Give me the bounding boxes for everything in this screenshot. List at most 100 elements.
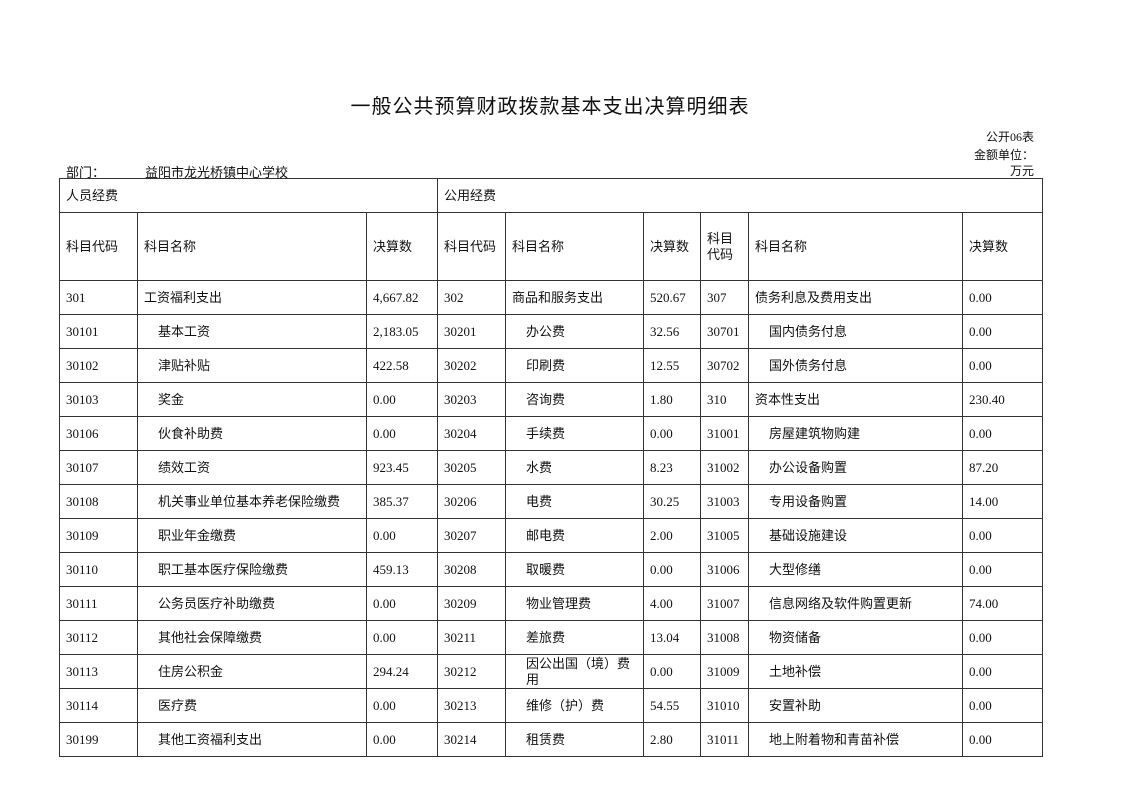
cell-amount: 87.20 [961,450,1044,485]
cell-name: 物业管理费 [505,586,644,621]
cell-code: 31010 [700,688,749,723]
cell-code: 31009 [700,654,749,689]
table-row: 30112 其他社会保障缴费 0.00 30211 差旅费 13.04 31008 物资储备 0… [59,620,1044,655]
cell-code: 30211 [437,620,506,655]
column-header: 科目名称 [505,212,644,281]
cell-amount: 8.23 [643,450,701,485]
cell-code: 31002 [700,450,749,485]
cell-amount: 32.56 [643,314,701,349]
cell-code: 30702 [700,348,749,383]
table-row: 30110 职工基本医疗保险缴费 459.13 30208 取暖费 0.00 31006 大型… [59,552,1044,587]
cell-name: 伙食补助费 [137,416,367,451]
table-row: 30199 其他工资福利支出 0.00 30214 租赁费 2.80 31011 地上附着物和… [59,722,1044,757]
form-number: 公开06表 [985,130,1034,144]
cell-name: 公务员医疗补助缴费 [137,586,367,621]
cell-code: 30109 [59,518,138,553]
cell-name: 因公出国（境）费用 [505,654,644,689]
column-header: 科目名称 [137,212,367,281]
cell-name: 取暖费 [505,552,644,587]
column-header: 科目名称 [748,212,963,281]
cell-code: 31011 [700,722,749,757]
cell-amount: 54.55 [643,688,701,723]
cell-name: 基础设施建设 [748,518,963,553]
column-header: 决算数 [643,212,701,281]
cell-name: 咨询费 [505,382,644,417]
unit-value: 万元 [1009,164,1034,178]
cell-name: 地上附着物和青苗补偿 [748,722,963,757]
cell-amount: 2.00 [643,518,701,553]
cell-name: 奖金 [137,382,367,417]
cell-amount: 0.00 [961,314,1044,349]
cell-name: 国内债务付息 [748,314,963,349]
unit-label: 金额单位： [973,148,1034,162]
table-row: 30108 机关事业单位基本养老保险缴费 385.37 30206 电费 30.25 310… [59,484,1044,519]
cell-code: 302 [437,280,506,315]
cell-code: 31001 [700,416,749,451]
cell-amount: 520.67 [643,280,701,315]
cell-amount: 0.00 [643,654,701,689]
column-header: 科目代码 [59,212,138,281]
cell-code: 30209 [437,586,506,621]
cell-amount: 14.00 [961,484,1044,519]
cell-code: 30112 [59,620,138,655]
cell-name: 专用设备购置 [748,484,963,519]
table-row: 30111 公务员医疗补助缴费 0.00 30209 物业管理费 4.00 31007 信息网… [59,586,1044,621]
cell-amount: 0.00 [961,280,1044,315]
cell-name: 工资福利支出 [137,280,367,315]
cell-code: 310 [700,382,749,417]
cell-amount: 0.00 [961,722,1044,757]
cell-name: 住房公积金 [137,654,367,689]
cell-amount: 4,667.82 [366,280,438,315]
cell-amount: 0.00 [961,552,1044,587]
cell-amount: 13.04 [643,620,701,655]
cell-amount: 0.00 [366,688,438,723]
cell-code: 30201 [437,314,506,349]
cell-name: 房屋建筑物购建 [748,416,963,451]
page-title: 一般公共预算财政拨款基本支出决算明细表 [350,96,750,118]
cell-amount: 0.00 [366,518,438,553]
cell-code: 30701 [700,314,749,349]
cell-name: 基本工资 [137,314,367,349]
section-personnel: 人员经费 [59,178,438,213]
cell-amount: 0.00 [643,416,701,451]
cell-code: 30206 [437,484,506,519]
cell-name: 职工基本医疗保险缴费 [137,552,367,587]
cell-amount: 385.37 [366,484,438,519]
cell-name: 电费 [505,484,644,519]
cell-code: 30101 [59,314,138,349]
cell-amount: 12.55 [643,348,701,383]
cell-amount: 0.00 [366,586,438,621]
cell-name: 手续费 [505,416,644,451]
cell-name: 绩效工资 [137,450,367,485]
cell-name: 租赁费 [505,722,644,757]
cell-code: 30213 [437,688,506,723]
cell-code: 31008 [700,620,749,655]
table-row: 301 工资福利支出 4,667.82 302 商品和服务支出 520.67 307 债务利息… [59,280,1044,315]
cell-code: 30203 [437,382,506,417]
cell-code: 30202 [437,348,506,383]
cell-code: 30214 [437,722,506,757]
column-header: 决算数 [366,212,438,281]
cell-amount: 0.00 [366,620,438,655]
cell-amount: 923.45 [366,450,438,485]
cell-amount: 1.80 [643,382,701,417]
cell-amount: 74.00 [961,586,1044,621]
expenditure-table: 人员经费 公用经费 科目代码 科目名称 决算数 科目代码 科目名称 决算数 科目代码 科目名称… [59,178,1044,757]
cell-name: 债务利息及费用支出 [748,280,963,315]
cell-code: 30103 [59,382,138,417]
column-header: 科目代码 [437,212,506,281]
cell-code: 30108 [59,484,138,519]
department-label: 部门： [66,165,106,180]
column-header: 科目代码 [700,212,749,281]
table-row: 30106 伙食补助费 0.00 30204 手续费 0.00 31001 房屋建筑物购建 0.… [59,416,1044,451]
cell-name: 大型修缮 [748,552,963,587]
table-row: 30107 绩效工资 923.45 30205 水费 8.23 31002 办公设备购置 87.… [59,450,1044,485]
cell-name: 商品和服务支出 [505,280,644,315]
cell-name: 办公设备购置 [748,450,963,485]
cell-code: 30205 [437,450,506,485]
cell-code: 30208 [437,552,506,587]
cell-name: 办公费 [505,314,644,349]
cell-code: 30212 [437,654,506,689]
cell-code: 30102 [59,348,138,383]
cell-amount: 0.00 [961,688,1044,723]
